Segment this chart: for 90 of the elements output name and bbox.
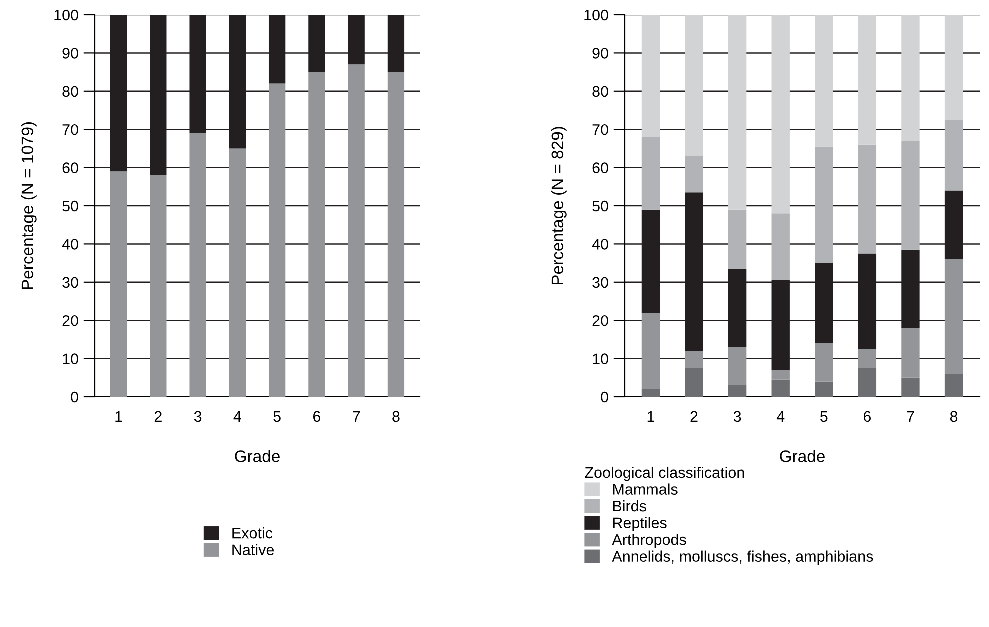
y-tick-label: 80 — [62, 86, 78, 98]
y-tick-label: 20 — [592, 315, 608, 326]
legend-label: Arthropods — [612, 534, 686, 548]
y-tick-label: 0 — [601, 392, 608, 403]
bar — [902, 378, 920, 397]
bar — [815, 382, 834, 397]
bar — [642, 389, 660, 397]
bar — [348, 64, 365, 397]
bar — [858, 15, 877, 145]
bar — [772, 15, 790, 214]
bar — [944, 374, 964, 397]
legend-label: Exotic — [232, 528, 273, 539]
bar — [902, 141, 920, 250]
y-tick-label: 90 — [592, 48, 608, 59]
y-tick-label: 10 — [63, 354, 78, 364]
x-tick-label: 5 — [820, 411, 828, 422]
y-tick-label: 70 — [592, 124, 608, 136]
legend-label: Native — [232, 544, 274, 556]
bar — [858, 349, 877, 368]
bar — [150, 175, 167, 397]
x-tick-label: 3 — [194, 411, 202, 422]
y-tick-label: 30 — [62, 277, 78, 288]
x-tick-label: 7 — [353, 411, 360, 422]
bar — [190, 133, 206, 397]
bar — [685, 15, 704, 156]
legend-label: Mammals — [613, 484, 678, 495]
x-tick-label: 4 — [234, 411, 242, 422]
x-tick-label: 1 — [116, 411, 122, 422]
bar — [772, 380, 790, 397]
y-tick-label: 40 — [62, 239, 78, 250]
x-tick-label: 3 — [734, 411, 742, 422]
x-axis-title: Grade — [780, 450, 825, 462]
bar — [268, 84, 286, 397]
y-tick-label: 50 — [62, 200, 78, 212]
bar — [815, 344, 834, 382]
bar — [944, 259, 964, 374]
y-tick-label: 80 — [592, 86, 608, 98]
y-axis-title: Percentage (N = 1079) — [21, 122, 37, 290]
x-tick-label: 2 — [154, 411, 162, 422]
y-tick-label: 90 — [62, 48, 78, 59]
bar — [815, 146, 834, 264]
bar — [388, 72, 405, 397]
y-tick-label: 60 — [592, 162, 608, 174]
bar — [685, 156, 704, 193]
x-tick-label: 4 — [776, 411, 785, 422]
bar — [944, 120, 964, 191]
bar — [902, 328, 920, 378]
y-tick-label: 30 — [592, 277, 608, 288]
legend-title: Zoological classification — [585, 466, 744, 482]
x-tick-label: 7 — [907, 411, 914, 422]
x-tick-label: 5 — [274, 411, 281, 422]
x-tick-label: 8 — [392, 411, 400, 422]
bar — [685, 368, 704, 397]
y-tick-label: 0 — [71, 392, 78, 403]
bar — [642, 137, 660, 210]
bar — [815, 15, 834, 147]
bar — [772, 370, 790, 380]
bar — [642, 15, 660, 138]
y-tick-label: 20 — [62, 315, 78, 326]
bar — [229, 148, 246, 397]
y-tick-label: 100 — [584, 10, 608, 21]
y-tick-label: 40 — [592, 239, 608, 250]
bar — [642, 312, 660, 390]
y-tick-label: 50 — [592, 200, 608, 212]
bar — [944, 15, 964, 120]
x-tick-label: 8 — [950, 411, 958, 422]
y-tick-label: 60 — [62, 162, 78, 174]
bar — [685, 351, 704, 368]
bar — [858, 368, 877, 397]
x-tick-label: 1 — [648, 411, 654, 422]
bar — [728, 347, 747, 386]
bar — [728, 15, 747, 210]
x-tick-label: 2 — [690, 411, 698, 422]
bar — [902, 15, 920, 142]
bar — [110, 172, 128, 397]
bar — [728, 386, 747, 397]
bar — [772, 214, 790, 280]
x-tick-label: 6 — [313, 411, 321, 422]
legend-label: Annelids, molluscs, fishes, amphibians — [612, 550, 874, 566]
bar — [728, 210, 747, 270]
y-axis-title: Percentage (N = 829) — [551, 127, 567, 285]
y-tick-label: 70 — [62, 124, 78, 136]
bar — [308, 72, 326, 397]
bar — [858, 144, 877, 254]
x-axis-title: Grade — [235, 450, 280, 462]
legend-label: Birds — [613, 500, 646, 512]
legend-label: Reptiles — [613, 517, 667, 532]
x-tick-label: 6 — [864, 411, 872, 422]
y-tick-label: 10 — [593, 354, 608, 364]
y-tick-label: 100 — [54, 10, 78, 21]
